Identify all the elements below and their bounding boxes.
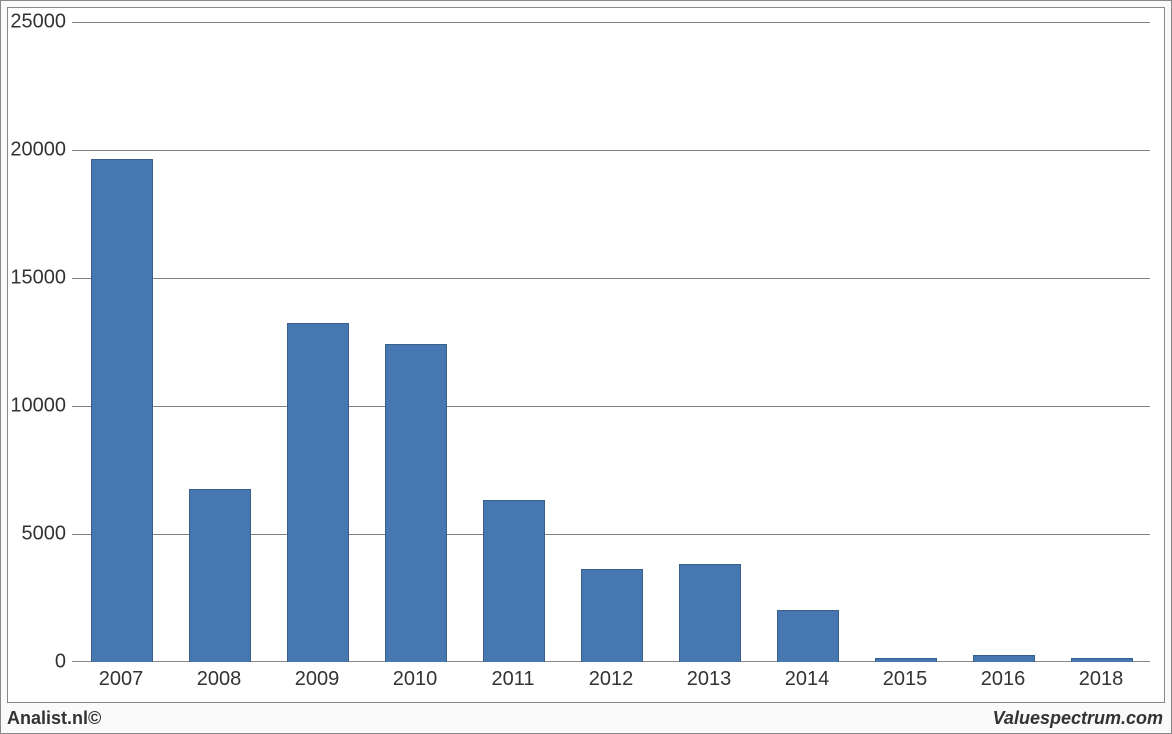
- x-tick-label: 2009: [295, 662, 340, 691]
- gridline: [72, 22, 1150, 23]
- y-tick-label: 15000: [10, 267, 72, 290]
- x-tick-label: 2013: [687, 662, 732, 691]
- footer-right-credit: Valuespectrum.com: [993, 708, 1163, 729]
- x-tick-label: 2007: [99, 662, 144, 691]
- x-tick-label: 2011: [491, 662, 534, 691]
- y-tick-label: 25000: [10, 11, 72, 34]
- x-tick-label: 2010: [393, 662, 438, 691]
- x-tick-label: 2014: [785, 662, 830, 691]
- bar: [91, 159, 154, 662]
- y-tick-label: 10000: [10, 395, 72, 418]
- chart-frame: 0 5000 10000 15000 20000 25000 2007 2008 2009 201…: [7, 7, 1165, 703]
- y-tick-label: 20000: [10, 139, 72, 162]
- plot-area: 0500010000150002000025000200720082009201…: [72, 22, 1150, 662]
- gridline: [72, 278, 1150, 279]
- bar: [973, 655, 1036, 662]
- bar: [581, 569, 644, 662]
- bar: [189, 489, 252, 662]
- bar: [483, 500, 546, 662]
- x-tick-label: 2012: [589, 662, 634, 691]
- chart-container: 0 5000 10000 15000 20000 25000 2007 2008 2009 201…: [0, 0, 1172, 734]
- bar: [679, 564, 742, 662]
- y-tick-label: 5000: [22, 523, 73, 546]
- x-tick-label: 2018: [1079, 662, 1124, 691]
- x-tick-label: 2016: [981, 662, 1026, 691]
- x-tick-label: 2008: [197, 662, 242, 691]
- footer-left-credit: Analist.nl©: [7, 708, 101, 729]
- y-tick-label: 0: [55, 651, 72, 674]
- bar: [385, 344, 448, 662]
- x-tick-label: 2015: [883, 662, 928, 691]
- bar: [777, 610, 840, 662]
- gridline: [72, 406, 1150, 407]
- bar: [287, 323, 350, 662]
- gridline: [72, 150, 1150, 151]
